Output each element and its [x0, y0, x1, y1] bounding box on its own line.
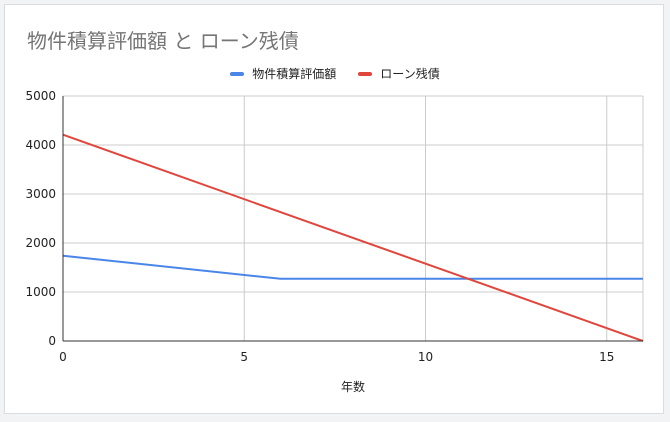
series-line-1[interactable] [62, 254, 643, 280]
chart-title: 物件積算評価額 と ローン残債 [27, 29, 299, 53]
y-tick-label: 2000 [25, 236, 56, 250]
legend-label-series-2: ローン残債 [380, 67, 440, 81]
plot-area: 0 1000 2000 3000 4000 5000 0 5 10 15 年数 [25, 89, 644, 394]
y-tick-label: 5000 [25, 89, 56, 103]
legend-swatch-series-1 [230, 71, 245, 76]
x-axis-title: 年数 [341, 379, 365, 394]
y-tick-label: 0 [48, 334, 56, 348]
series-lines [62, 133, 644, 342]
x-tick-label: 15 [599, 350, 614, 364]
legend-item-series-1[interactable]: 物件積算評価額 [230, 65, 336, 82]
x-tick-label: 10 [418, 350, 433, 364]
x-axis-ticks: 0 5 10 15 [59, 350, 614, 364]
y-tick-label: 4000 [25, 138, 56, 152]
legend-label-series-1: 物件積算評価額 [252, 67, 337, 81]
chart-card: 物件積算評価額 と ローン残債 物件積算評価額 ローン残債 0 1000 2000 3… [4, 4, 664, 414]
legend: 物件積算評価額 ローン残債 [5, 65, 665, 82]
x-tick-label: 0 [59, 350, 67, 364]
x-tick-label: 5 [240, 350, 248, 364]
gridlines [63, 95, 644, 341]
legend-swatch-series-2 [358, 71, 373, 76]
series-line-2[interactable] [62, 133, 644, 342]
y-tick-label: 1000 [25, 285, 56, 299]
y-axis-ticks: 0 1000 2000 3000 4000 5000 [25, 89, 56, 348]
legend-item-series-2[interactable]: ローン残債 [358, 65, 440, 82]
y-tick-label: 3000 [25, 187, 56, 201]
